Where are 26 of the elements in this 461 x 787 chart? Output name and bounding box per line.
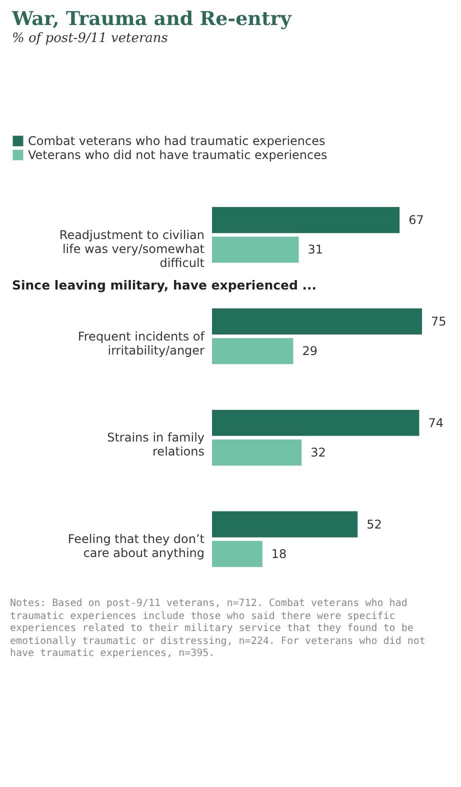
data-label: 75 <box>431 314 446 328</box>
bar <box>212 207 400 234</box>
text: % of post-9/11 veterans <box>12 31 168 46</box>
bar <box>212 338 294 364</box>
bar <box>212 410 420 436</box>
y-tick-label: Frequent incidents of irritability/anger <box>78 329 206 358</box>
legend-label: Veterans who did not have traumatic experiences <box>28 148 328 162</box>
annotation: Since leaving military, have experienced ... <box>12 278 317 293</box>
data-label: 67 <box>408 213 424 228</box>
data-label: 29 <box>302 344 318 358</box>
text: Notes: Based on post-9/11 veterans, n=712. Combat veterans who had traumatic experiences include those who said there were specific experiences related to their military service that they found to be emotionally traumatic or distressing, n=224. For veterans who did not have traumatic experiences, n=395. <box>10 598 426 660</box>
data-label: 18 <box>271 546 287 561</box>
bar <box>212 236 299 263</box>
data-label: 32 <box>310 446 326 460</box>
data-label: 31 <box>308 242 324 257</box>
y-tick-label: Readjustment to civilian life was very/somewhat difficult <box>59 228 205 270</box>
legend-label: Combat veterans who had traumatic experiences <box>28 134 326 148</box>
bar <box>212 308 422 335</box>
chart-title: War, Trauma and Re-entry <box>11 8 292 30</box>
data-label: 52 <box>366 517 382 532</box>
data-label: 74 <box>428 416 444 430</box>
y-tick-label: Strains in family relations <box>107 430 204 459</box>
bar <box>212 439 302 466</box>
bar <box>212 511 358 538</box>
bar <box>212 540 262 567</box>
y-tick-label: Feeling that they don’t care about anything <box>68 532 205 560</box>
